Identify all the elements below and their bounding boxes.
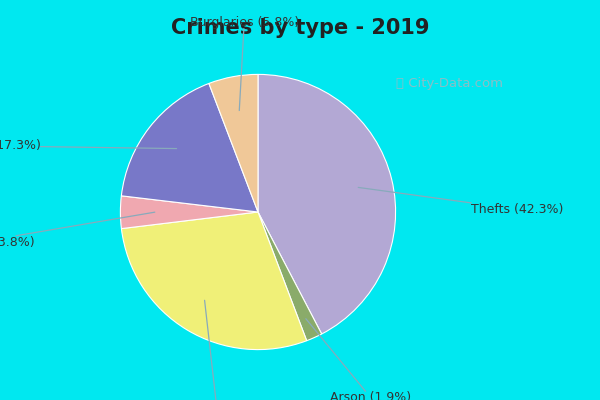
Text: Rapes (17.3%): Rapes (17.3%) [0,140,176,152]
Wedge shape [209,74,258,212]
Text: Crimes by type - 2019: Crimes by type - 2019 [171,18,429,38]
Text: Arson (1.9%): Arson (1.9%) [306,319,412,400]
Wedge shape [121,196,258,229]
Text: Burglaries (5.8%): Burglaries (5.8%) [190,16,299,110]
Text: ⓘ City-Data.com: ⓘ City-Data.com [397,78,503,90]
Wedge shape [258,212,322,341]
Wedge shape [258,74,395,334]
Text: Auto thefts (3.8%): Auto thefts (3.8%) [0,212,155,249]
Wedge shape [121,212,307,350]
Text: Thefts (42.3%): Thefts (42.3%) [358,188,563,216]
Text: Assaults (28.8%): Assaults (28.8%) [164,300,269,400]
Wedge shape [121,84,258,212]
